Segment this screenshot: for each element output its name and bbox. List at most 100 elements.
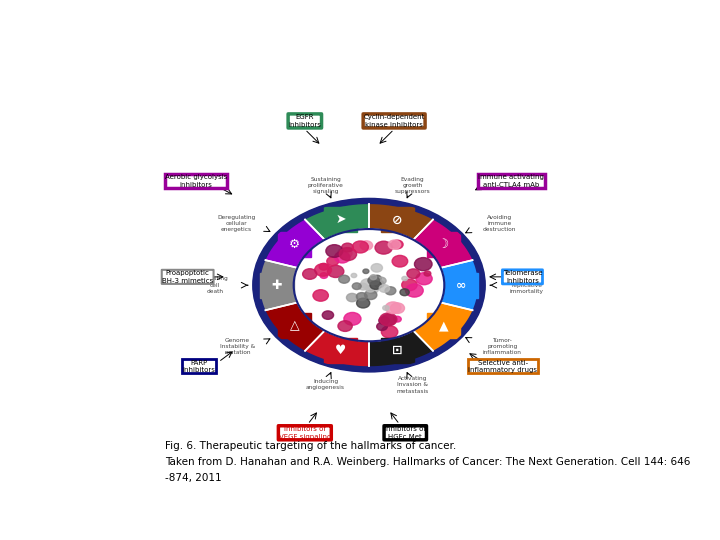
Circle shape (405, 284, 423, 297)
Circle shape (390, 303, 405, 313)
Circle shape (385, 302, 401, 314)
Circle shape (381, 314, 396, 326)
Polygon shape (266, 302, 325, 351)
Text: Sustaining
proliferative
signaling: Sustaining proliferative signaling (307, 177, 343, 194)
Circle shape (323, 311, 333, 319)
Text: Inhibitors of
HGFc Met: Inhibitors of HGFc Met (384, 426, 426, 440)
Text: Deregulating
cellular
energetics: Deregulating cellular energetics (217, 215, 255, 232)
Circle shape (366, 285, 379, 294)
Circle shape (388, 240, 400, 249)
Circle shape (360, 241, 372, 250)
Text: Genome
Instability &
mutation: Genome Instability & mutation (220, 338, 255, 355)
Text: ☽: ☽ (438, 238, 449, 251)
Circle shape (352, 283, 361, 289)
Polygon shape (369, 330, 433, 366)
Circle shape (392, 255, 408, 267)
Polygon shape (266, 220, 325, 268)
Circle shape (385, 287, 396, 295)
Circle shape (374, 280, 384, 288)
Text: Fig. 6. Therapeutic targeting of the hallmarks of cancer.: Fig. 6. Therapeutic targeting of the hal… (166, 441, 456, 451)
Bar (427, 313, 460, 338)
Circle shape (368, 276, 379, 285)
Text: Inducing
angiogenesis: Inducing angiogenesis (306, 379, 345, 390)
Bar (278, 313, 311, 338)
Text: Tumor-
promoting
inflammation: Tumor- promoting inflammation (483, 338, 521, 355)
Circle shape (377, 322, 387, 330)
Circle shape (379, 285, 390, 292)
Circle shape (352, 241, 369, 253)
Circle shape (356, 293, 367, 301)
Circle shape (402, 276, 408, 281)
Circle shape (335, 252, 350, 263)
Circle shape (356, 298, 370, 308)
Text: -874, 2011: -874, 2011 (166, 472, 222, 483)
Text: ⊡: ⊡ (392, 344, 402, 357)
Text: ➤: ➤ (336, 213, 346, 226)
Circle shape (370, 275, 377, 280)
Circle shape (363, 269, 369, 274)
Circle shape (369, 278, 377, 284)
Polygon shape (253, 199, 485, 371)
Circle shape (377, 277, 386, 285)
Circle shape (344, 313, 361, 325)
Circle shape (341, 243, 354, 252)
Circle shape (394, 316, 401, 322)
Circle shape (319, 264, 328, 270)
Circle shape (370, 281, 382, 289)
Bar (260, 273, 294, 298)
Circle shape (379, 313, 397, 326)
Circle shape (315, 264, 331, 276)
Circle shape (424, 271, 431, 276)
Circle shape (327, 257, 338, 266)
Bar (324, 338, 357, 363)
Circle shape (359, 283, 368, 290)
Polygon shape (413, 302, 472, 351)
Polygon shape (305, 330, 369, 366)
Polygon shape (260, 260, 297, 310)
Text: ✚: ✚ (271, 279, 282, 292)
Text: △: △ (289, 319, 300, 332)
Circle shape (371, 264, 382, 272)
Polygon shape (294, 229, 444, 341)
Circle shape (338, 275, 349, 284)
Text: Taken from D. Hanahan and R.A. Weinberg. Hallmarks of Cancer: The Next Generatio: Taken from D. Hanahan and R.A. Weinberg.… (166, 457, 690, 467)
Circle shape (382, 326, 398, 338)
Circle shape (416, 273, 432, 285)
Circle shape (374, 275, 381, 281)
Polygon shape (441, 260, 478, 310)
Circle shape (361, 279, 374, 289)
Circle shape (302, 269, 317, 279)
Text: ♥: ♥ (335, 344, 346, 357)
Text: Activating
Invasion &
metastasis: Activating Invasion & metastasis (396, 376, 428, 394)
Polygon shape (369, 204, 433, 240)
Text: Aerobic glycolysis
inhibitors: Aerobic glycolysis inhibitors (165, 174, 228, 188)
Text: Enabling
replicative
immortality: Enabling replicative immortality (510, 276, 544, 294)
Text: Inhibitors of
VEGF signaling: Inhibitors of VEGF signaling (279, 426, 331, 440)
Bar (381, 207, 414, 232)
Circle shape (364, 291, 377, 300)
Circle shape (320, 273, 328, 279)
Text: Telomerase
Inhibitors: Telomerase Inhibitors (503, 270, 542, 284)
Circle shape (338, 321, 352, 332)
Text: PARP
inhibitors: PARP inhibitors (182, 360, 215, 373)
Text: Avoiding
immune
destruction: Avoiding immune destruction (483, 215, 516, 232)
Circle shape (326, 245, 343, 258)
Text: Selective anti-
inflammatory drugs: Selective anti- inflammatory drugs (469, 360, 537, 373)
Text: ⊘: ⊘ (392, 213, 402, 226)
Circle shape (351, 273, 356, 278)
Text: Resisting
cell
death: Resisting cell death (202, 276, 228, 294)
Circle shape (313, 290, 328, 301)
Text: ⚙: ⚙ (289, 238, 300, 251)
Bar (381, 338, 414, 363)
Polygon shape (305, 204, 369, 240)
Bar (324, 207, 357, 232)
Bar (278, 232, 311, 258)
Circle shape (379, 316, 390, 325)
Text: Immune activating
anti-CTLA4 mAb: Immune activating anti-CTLA4 mAb (478, 174, 544, 188)
Text: Cyclin-dependent
kinase inhibitors: Cyclin-dependent kinase inhibitors (364, 114, 425, 127)
Circle shape (366, 285, 374, 292)
Circle shape (338, 248, 352, 258)
Bar (444, 273, 478, 298)
Circle shape (400, 289, 409, 296)
Circle shape (328, 265, 344, 278)
